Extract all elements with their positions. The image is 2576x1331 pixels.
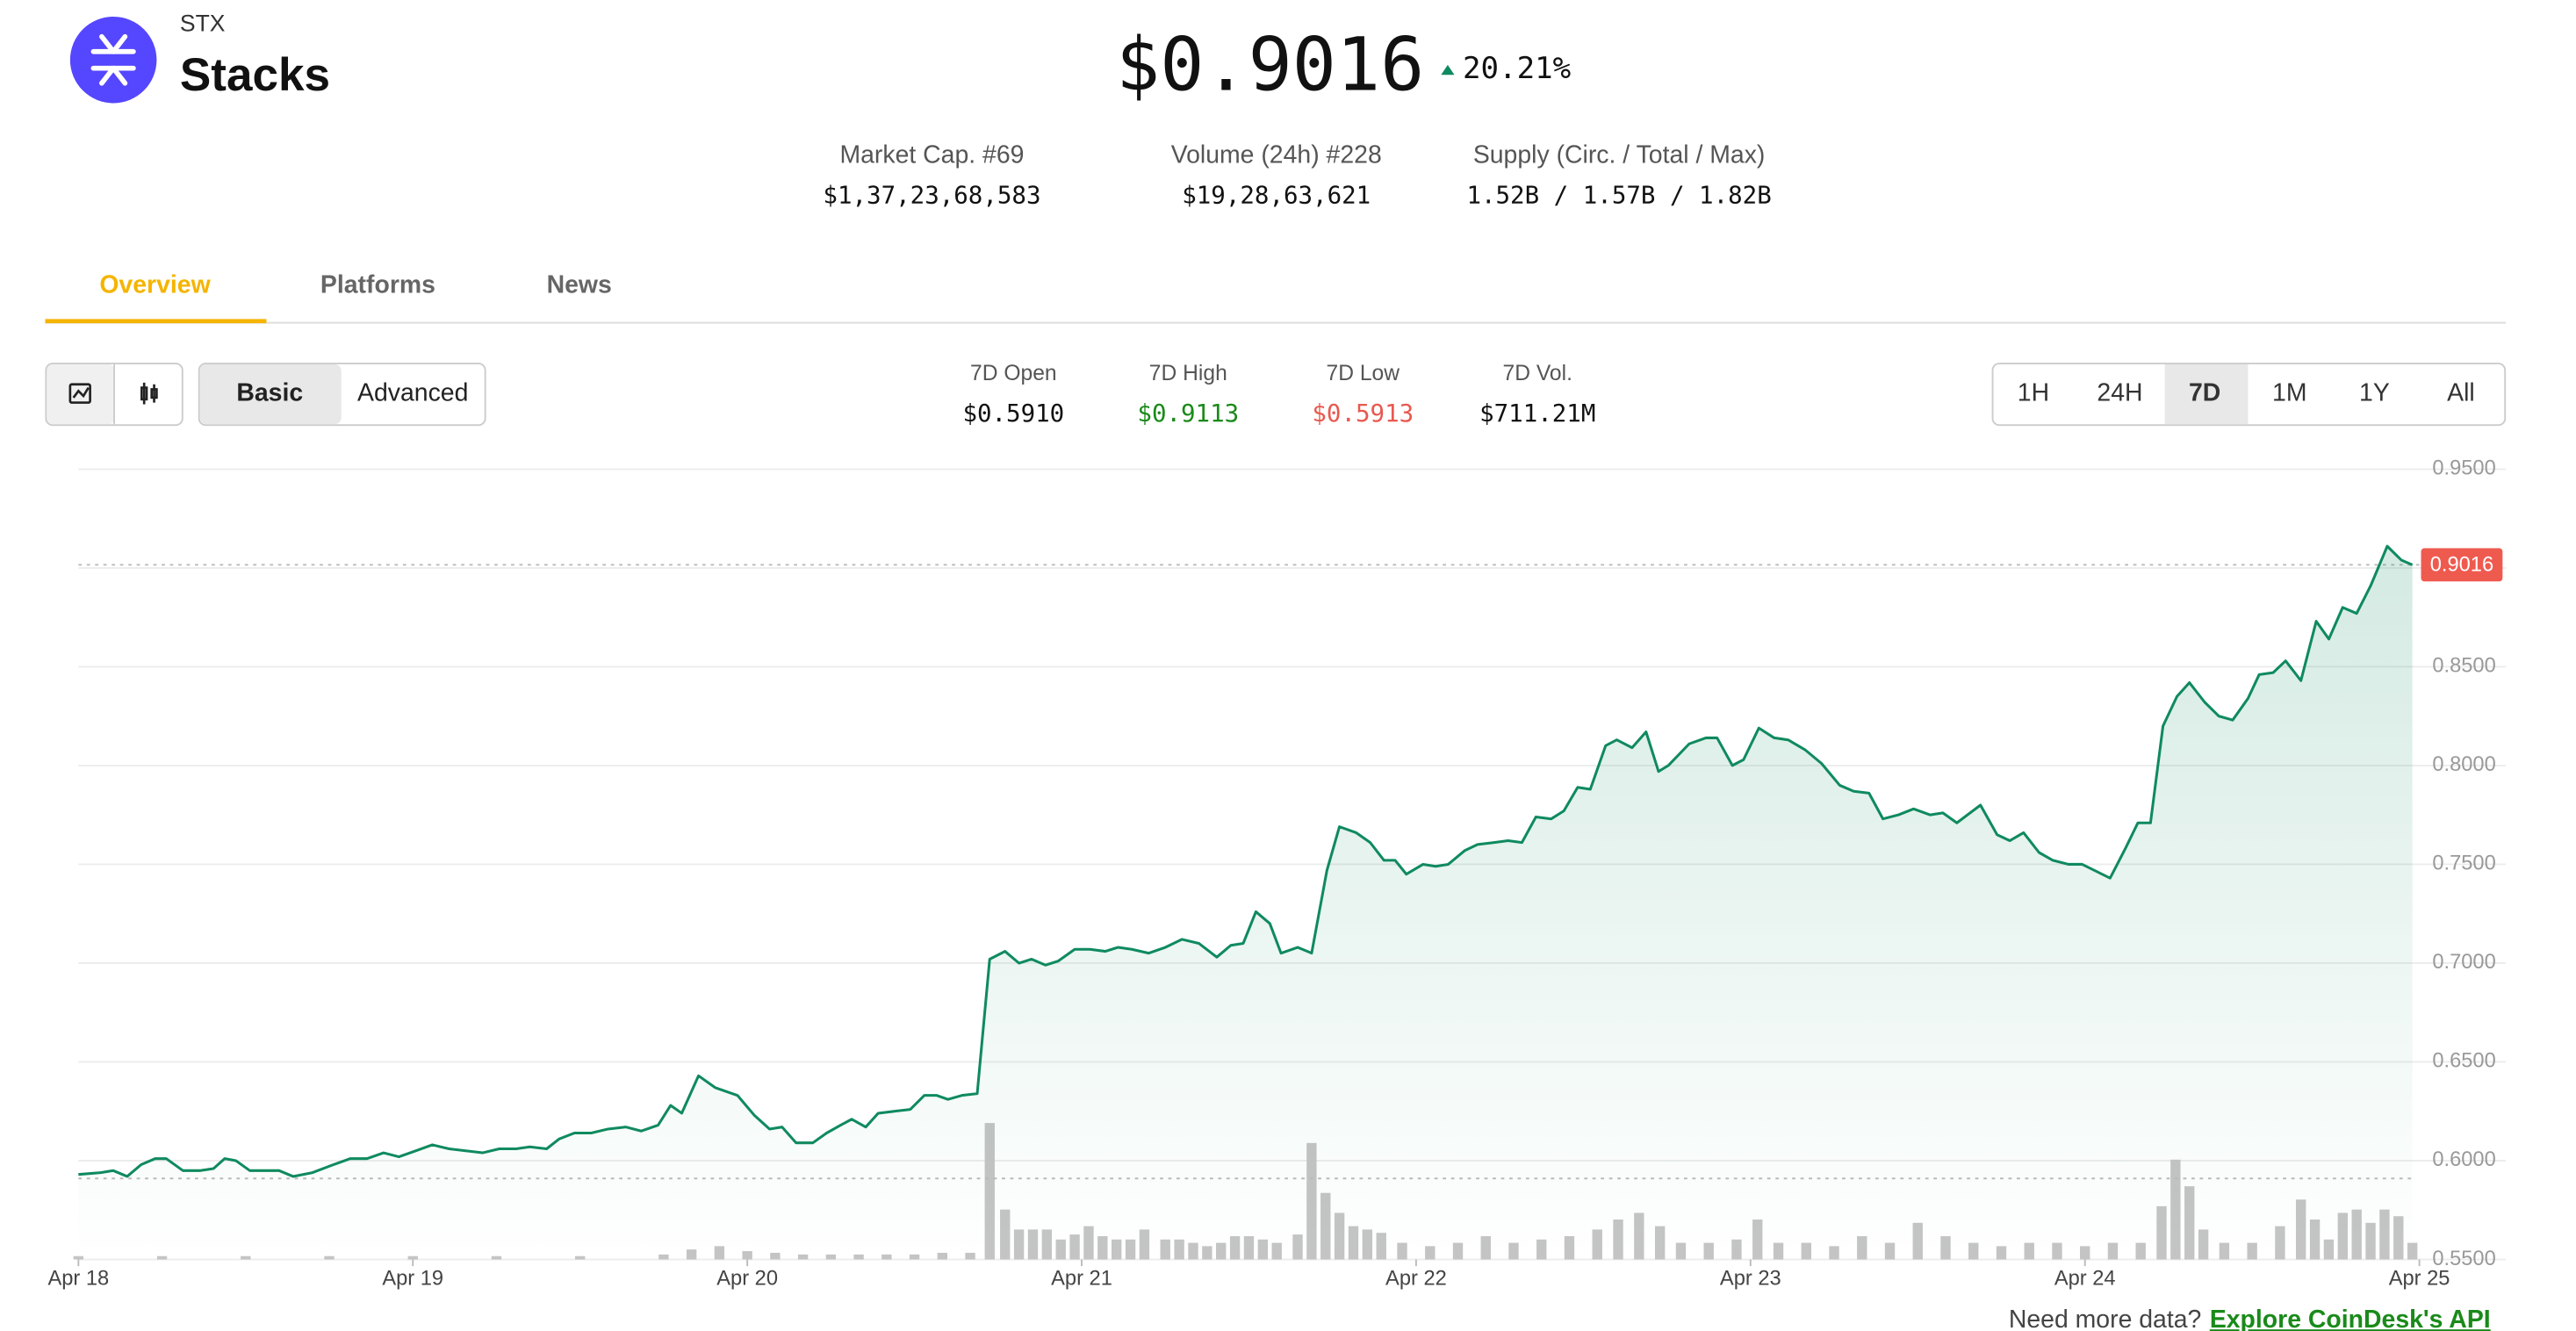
y-tick-label: 0.6000	[2432, 1148, 2495, 1171]
last-price-label: 0.9016	[2430, 554, 2493, 577]
stat-value: $1,37,23,68,583	[823, 183, 1040, 210]
tab[interactable]: Overview	[99, 270, 211, 299]
range-toggle[interactable]	[1991, 363, 2507, 427]
stat-label: Supply (Circ. / Total / Max)	[1473, 141, 1766, 169]
x-tick-label: Apr 20	[716, 1268, 778, 1291]
range-stat-value: $711.21M	[1479, 400, 1595, 428]
range-stat-label: 7D Low	[1327, 362, 1400, 385]
active-mode[interactable]	[199, 364, 342, 425]
range-button[interactable]: 24H	[2097, 379, 2142, 407]
symbol: STX	[180, 10, 226, 36]
x-tick-label: Apr 18	[47, 1268, 109, 1291]
price-change: 20.21%	[1463, 51, 1571, 86]
price-area	[78, 546, 2413, 1260]
range-button[interactable]: 1H	[2018, 379, 2049, 407]
volume-bar	[2407, 1242, 2418, 1260]
stat-value: 1.52B / 1.57B / 1.82B	[1466, 183, 1771, 210]
price: $0.9016	[1116, 23, 1424, 108]
coin-icon	[69, 16, 157, 104]
tab[interactable]: Platforms	[320, 270, 435, 299]
coin-name: Stacks	[180, 49, 330, 101]
candle-icon	[140, 382, 158, 405]
change-arrow	[1441, 64, 1455, 76]
price-line	[78, 544, 2414, 1178]
range-stat-value: $0.9113	[1137, 400, 1239, 428]
y-tick-label: 0.9500	[2432, 457, 2495, 480]
last-price-tag	[2421, 548, 2503, 582]
line-icon	[68, 383, 91, 404]
footer-prompt: Need more data?	[2009, 1306, 2202, 1331]
x-tick-label: Apr 23	[1720, 1268, 1781, 1291]
mode-button[interactable]: Advanced	[357, 379, 468, 407]
y-tick-label: 0.5500	[2432, 1248, 2495, 1270]
y-tick-label: 0.7500	[2432, 853, 2495, 875]
range-stat-value: $0.5913	[1312, 400, 1414, 428]
api-link[interactable]: Explore CoinDesk's API	[2210, 1306, 2491, 1331]
x-tick-label: Apr 21	[1051, 1268, 1112, 1291]
y-tick-label: 0.8000	[2432, 753, 2495, 776]
y-tick-label: 0.7000	[2432, 951, 2495, 974]
coin-glyph	[90, 33, 136, 86]
range-button[interactable]: 1Y	[2359, 379, 2390, 407]
range-button[interactable]: 7D	[2189, 379, 2220, 407]
stat-label: Market Cap. #69	[839, 141, 1024, 169]
range-button[interactable]: 1M	[2272, 379, 2306, 407]
tab[interactable]: News	[547, 270, 612, 299]
range-stat-label: 7D Vol.	[1503, 362, 1572, 385]
x-tick-label: Apr 25	[2389, 1268, 2450, 1291]
mode-button[interactable]: Basic	[236, 379, 303, 407]
y-tick-label: 0.8500	[2432, 655, 2495, 678]
range-stat-label: 7D Open	[970, 362, 1057, 385]
x-tick-label: Apr 19	[382, 1268, 443, 1291]
range-stat-label: 7D High	[1149, 362, 1227, 385]
range-button[interactable]: All	[2447, 379, 2475, 407]
price-chart: 0.5500 0.6000 0.6500 0.7000 0.7500 0.8000 0.85…	[47, 457, 2507, 1291]
active-range[interactable]	[2164, 364, 2249, 425]
range-stat-value: $0.5910	[962, 400, 1064, 428]
x-tick-label: Apr 24	[2054, 1268, 2116, 1291]
x-tick-label: Apr 22	[1385, 1268, 1447, 1291]
stat-value: $19,28,63,621	[1182, 183, 1371, 210]
y-tick-label: 0.6500	[2432, 1050, 2495, 1073]
stat-label: Volume (24h) #228	[1171, 141, 1382, 169]
